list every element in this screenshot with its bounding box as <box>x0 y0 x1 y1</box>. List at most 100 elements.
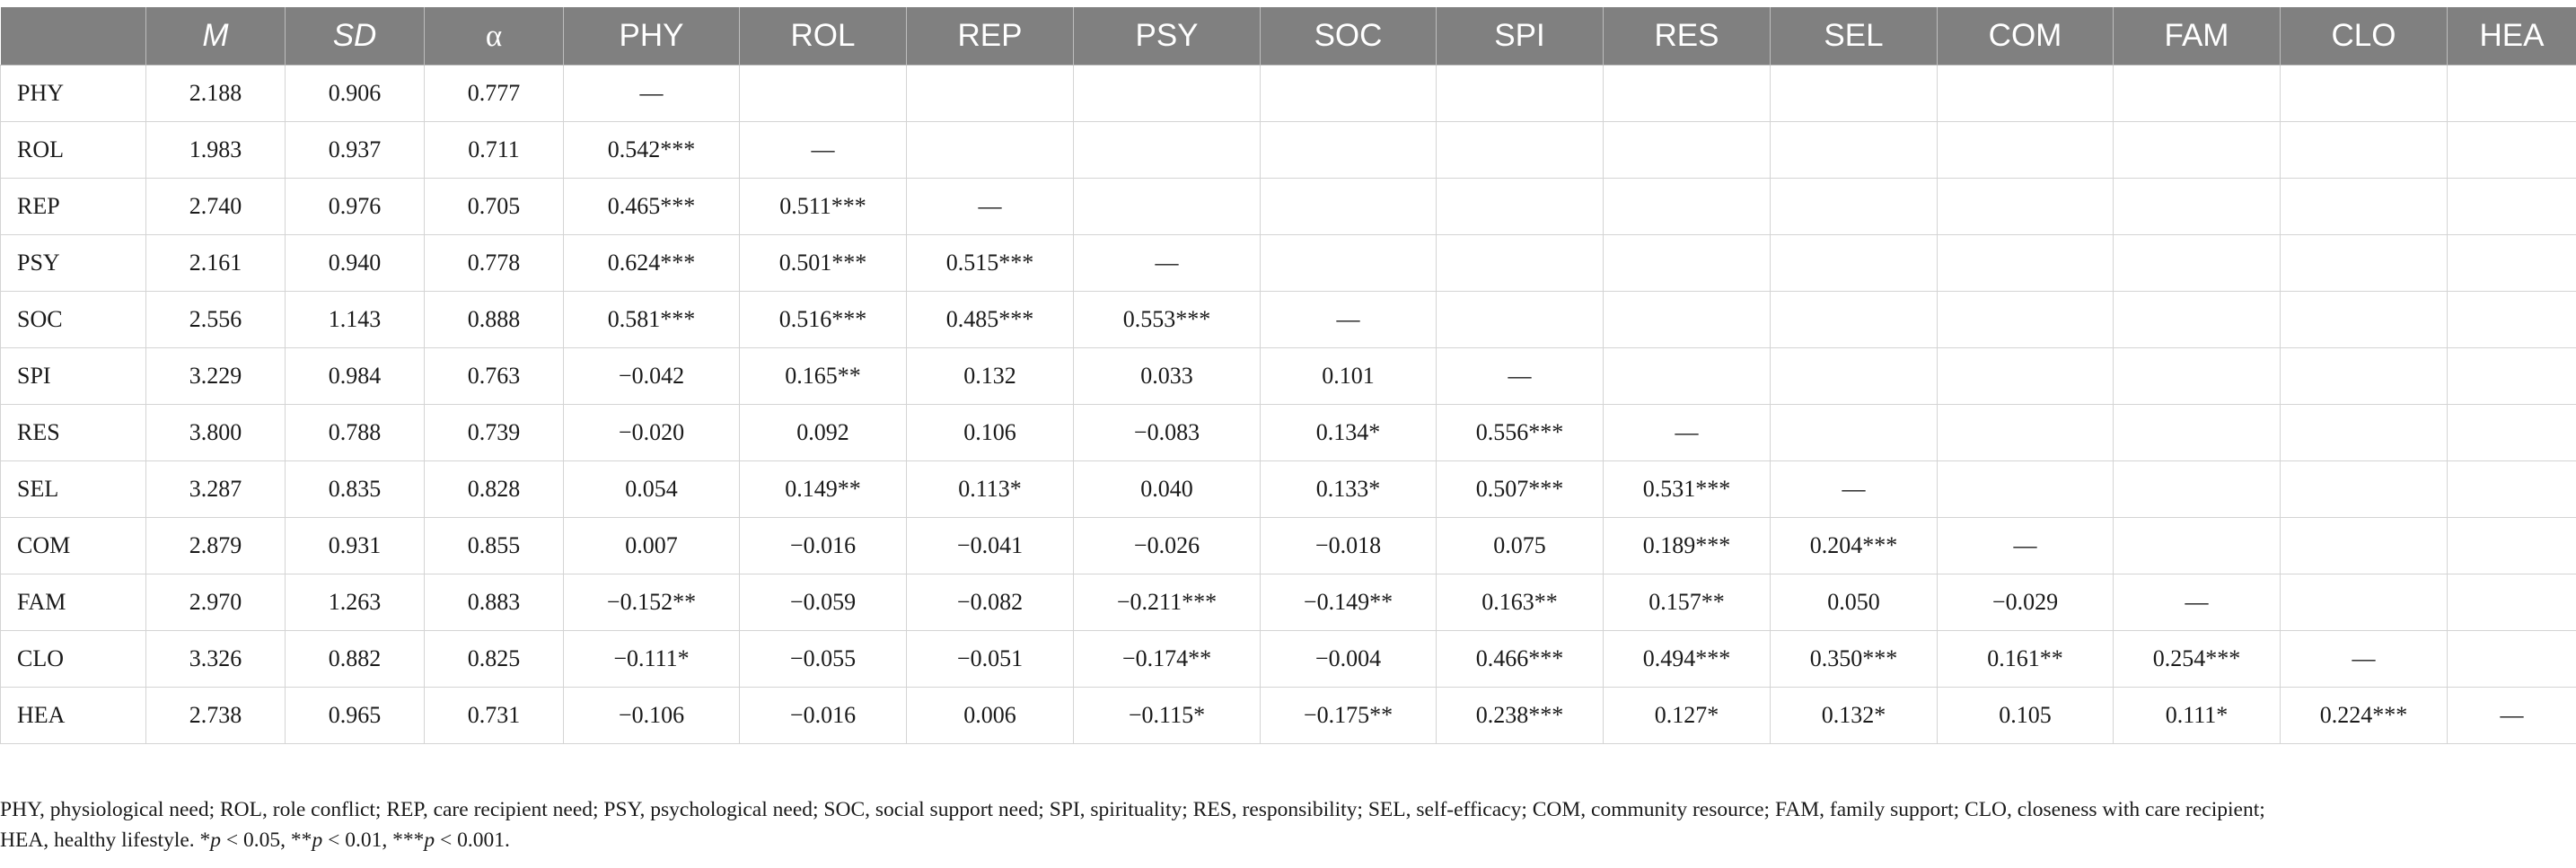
table-row: REP 2.740 0.976 0.705 0.465*** 0.511*** — <box>0 178 2576 235</box>
row-label: CLO <box>0 630 146 688</box>
table-cell: 0.937 <box>285 121 425 179</box>
table-cell <box>2447 121 2576 179</box>
table-cell: 0.224*** <box>2280 687 2448 744</box>
table-cell <box>2113 178 2281 235</box>
table-cell: 0.542*** <box>563 121 740 179</box>
table-cell: — <box>1436 347 1604 405</box>
table-cell <box>1770 65 1938 122</box>
table-cell: 0.163** <box>1436 574 1604 631</box>
table-cell <box>2447 517 2576 574</box>
table-cell <box>1073 121 1261 179</box>
correlation-table-container: M SD α PHY ROL REP PSY SOC SPI RES SEL COM FAM CLO HEA… <box>0 7 2576 744</box>
row-label: HEA <box>0 687 146 744</box>
table-cell <box>1436 65 1604 122</box>
table-row: RES 3.800 0.788 0.739 −0.020 0.092 0.106 −0.083… <box>0 404 2576 461</box>
table-row: SOC 2.556 1.143 0.888 0.581*** 0.516*** 0.485*… <box>0 291 2576 348</box>
table-cell <box>2113 65 2281 122</box>
table-cell <box>1937 65 2114 122</box>
table-cell: — <box>563 65 740 122</box>
column-header: PHY <box>563 7 740 66</box>
table-cell <box>2280 291 2448 348</box>
table-cell: 0.855 <box>424 517 564 574</box>
table-cell <box>1770 178 1938 235</box>
table-cell: 0.106 <box>906 404 1074 461</box>
table-cell: 0.828 <box>424 460 564 518</box>
table-cell <box>1603 178 1771 235</box>
table-cell <box>1937 404 2114 461</box>
column-header: ROL <box>739 7 907 66</box>
table-cell: −0.059 <box>739 574 907 631</box>
column-header: SEL <box>1770 7 1938 66</box>
table-row: SPI 3.229 0.984 0.763 −0.042 0.165** 0.132 0.03… <box>0 347 2576 405</box>
row-label: PHY <box>0 65 146 122</box>
table-cell: −0.016 <box>739 517 907 574</box>
table-cell: 0.105 <box>1937 687 2114 744</box>
table-cell <box>2280 347 2448 405</box>
column-header: COM <box>1937 7 2114 66</box>
footnote-significance-prefix: HEA, healthy lifestyle. * <box>0 829 211 852</box>
table-cell: 0.485*** <box>906 291 1074 348</box>
table-cell: 0.101 <box>1260 347 1437 405</box>
table-row: SEL 3.287 0.835 0.828 0.054 0.149** 0.113* 0.04… <box>0 460 2576 518</box>
table-cell <box>1937 178 2114 235</box>
footnote-significance: HEA, healthy lifestyle. *p < 0.05, **p <… <box>0 825 2576 855</box>
table-cell <box>1937 460 2114 518</box>
table-cell <box>2447 347 2576 405</box>
table-cell <box>1937 121 2114 179</box>
row-label: ROL <box>0 121 146 179</box>
table-cell: — <box>1937 517 2114 574</box>
table-cell <box>1603 347 1771 405</box>
table-header-row: M SD α PHY ROL REP PSY SOC SPI RES SEL COM FAM CLO HEA <box>0 7 2576 66</box>
table-cell: 0.466*** <box>1436 630 1604 688</box>
table-cell: 0.132* <box>1770 687 1938 744</box>
table-cell <box>2113 460 2281 518</box>
column-header: CLO <box>2280 7 2448 66</box>
table-cell: −0.029 <box>1937 574 2114 631</box>
table-cell: 0.882 <box>285 630 425 688</box>
table-cell <box>2280 574 2448 631</box>
table-cell <box>2280 517 2448 574</box>
row-label: SPI <box>0 347 146 405</box>
column-header: SD <box>285 7 425 66</box>
table-cell <box>2113 404 2281 461</box>
table-cell: 0.133* <box>1260 460 1437 518</box>
table-cell <box>1603 121 1771 179</box>
footnote-sig-1: < 0.05, ** <box>221 829 312 852</box>
table-cell: −0.018 <box>1260 517 1437 574</box>
column-header: SOC <box>1260 7 1437 66</box>
table-cell <box>1937 347 2114 405</box>
table-cell: 1.263 <box>285 574 425 631</box>
table-cell: −0.083 <box>1073 404 1261 461</box>
table-cell <box>1260 178 1437 235</box>
table-cell: −0.175** <box>1260 687 1437 744</box>
table-cell: 0.931 <box>285 517 425 574</box>
table-cell: 0.157** <box>1603 574 1771 631</box>
table-cell: 3.800 <box>145 404 286 461</box>
table-row: CLO 3.326 0.882 0.825 −0.111* −0.055 −0.051 −0.… <box>0 630 2576 688</box>
column-header: SPI <box>1436 7 1604 66</box>
table-cell: −0.004 <box>1260 630 1437 688</box>
table-cell: 3.229 <box>145 347 286 405</box>
table-cell <box>1260 121 1437 179</box>
table-cell: −0.082 <box>906 574 1074 631</box>
table-cell: 0.161** <box>1937 630 2114 688</box>
footnote-p-symbol-2: p <box>312 829 323 852</box>
table-cell <box>2113 347 2281 405</box>
table-cell: 3.326 <box>145 630 286 688</box>
table-cell: 0.739 <box>424 404 564 461</box>
table-cell: 0.494*** <box>1603 630 1771 688</box>
table-cell: — <box>1260 291 1437 348</box>
table-cell: 0.940 <box>285 234 425 292</box>
table-row: COM 2.879 0.931 0.855 0.007 −0.016 −0.041 −0.02… <box>0 517 2576 574</box>
table-cell: 3.287 <box>145 460 286 518</box>
table-cell: −0.174** <box>1073 630 1261 688</box>
table-cell <box>1436 178 1604 235</box>
table-cell: 1.143 <box>285 291 425 348</box>
table-cell <box>2280 234 2448 292</box>
table-cell: 0.711 <box>424 121 564 179</box>
table-cell: 1.983 <box>145 121 286 179</box>
table-cell: 0.465*** <box>563 178 740 235</box>
table-cell: 2.738 <box>145 687 286 744</box>
table-cell <box>1770 404 1938 461</box>
table-row: PSY 2.161 0.940 0.778 0.624*** 0.501*** 0.515*… <box>0 234 2576 292</box>
